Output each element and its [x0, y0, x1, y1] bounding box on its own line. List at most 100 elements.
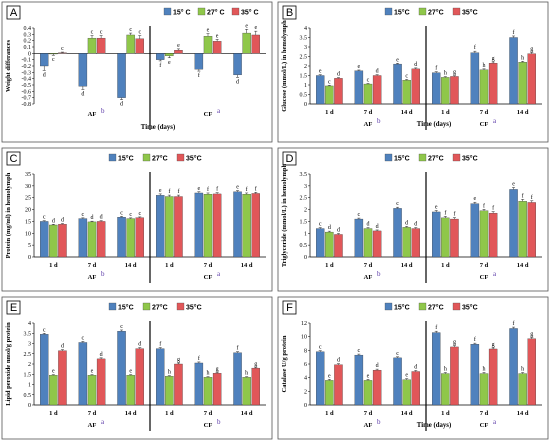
- category-label: 1 d: [441, 262, 450, 269]
- significance-label: d: [61, 344, 64, 350]
- significance-label: f: [492, 205, 494, 212]
- y-tick-label: 0.2: [24, 39, 32, 45]
- bar-0-0: [316, 228, 325, 258]
- significance-label: g: [254, 361, 257, 367]
- category-label: 1 d: [165, 262, 174, 269]
- bar-2-1: [372, 230, 382, 258]
- legend-swatch: [176, 153, 185, 162]
- category-label: 14 d: [125, 410, 137, 417]
- y-tick-label: 0.5: [24, 393, 32, 399]
- y-tick-label: 1.5: [300, 74, 308, 80]
- group-letter: a: [101, 418, 105, 426]
- y-tick-label: 30: [25, 184, 31, 190]
- bar-2-1: [96, 37, 106, 54]
- legend-label: 27°C: [428, 304, 444, 312]
- legend-label: 27°C: [152, 155, 168, 163]
- y-tick-label: 4: [304, 376, 307, 382]
- panel-letter-box: [6, 5, 21, 20]
- bar-2-5: [251, 193, 260, 258]
- bar-2-3: [450, 346, 459, 406]
- significance-label: h: [444, 71, 447, 77]
- group-letter: a: [217, 270, 221, 278]
- group-label: CF: [480, 422, 489, 429]
- category-label: 7 d: [204, 262, 213, 269]
- legend-swatch: [163, 7, 172, 16]
- significance-label: d: [367, 222, 370, 228]
- bar-1-4: [479, 210, 489, 258]
- bar-2-4: [488, 63, 498, 105]
- significance-label: h: [483, 367, 486, 373]
- panel-letter-box: [6, 151, 21, 166]
- group-label: CF: [204, 422, 213, 429]
- bar-2-2: [411, 68, 420, 105]
- significance-label: f: [483, 202, 485, 209]
- legend-label: 27°C: [428, 155, 444, 163]
- significance-label: e: [367, 373, 370, 379]
- bar-0-3: [156, 195, 165, 258]
- bar-1-4: [203, 377, 213, 406]
- group-letter: a: [493, 117, 497, 125]
- category-label: 1 d: [325, 109, 334, 116]
- significance-label: f: [237, 345, 239, 352]
- bar-0-5: [509, 328, 518, 406]
- bar-0-4: [470, 344, 480, 406]
- category-label: 7 d: [88, 262, 97, 269]
- significance-label: e: [405, 373, 408, 379]
- significance-label: e: [52, 369, 55, 375]
- significance-label: f: [474, 336, 476, 343]
- significance-label: e: [328, 373, 331, 379]
- significance-label: g: [453, 340, 456, 346]
- group-label: CF: [480, 274, 489, 281]
- significance-label: c: [61, 46, 64, 52]
- bar-1-5: [242, 377, 251, 406]
- significance-label: d: [414, 62, 417, 68]
- panel-letter-box: [6, 300, 21, 315]
- y-tick-label: -0.8: [22, 102, 32, 108]
- legend-label: 35°C: [186, 155, 202, 163]
- legend-swatch: [384, 153, 393, 162]
- bar-0-5: [233, 53, 242, 76]
- bar-2-5: [527, 202, 536, 258]
- bar-0-5: [509, 37, 518, 105]
- x-axis-label: Time (days): [141, 124, 175, 131]
- significance-label: e: [236, 185, 239, 191]
- panel-c: C 15°C 27°C 35°C 0 5 10 15 20 25 30 35 Protein (mg/m…: [1, 147, 273, 292]
- y-axis-label: Lipid peroxide nmol/g protein: [5, 322, 12, 406]
- bar-2-3: [174, 363, 183, 406]
- group-letter: b: [377, 418, 381, 426]
- significance-label: f: [177, 188, 179, 195]
- bar-1-1: [363, 228, 373, 258]
- bar-2-0: [58, 350, 67, 406]
- significance-label: g: [492, 342, 495, 348]
- legend-swatch: [452, 302, 461, 311]
- legend-label: 15°C: [394, 155, 410, 163]
- y-tick-label: -0.6: [22, 89, 32, 95]
- bar-0-3: [156, 348, 165, 406]
- legend-label: 15°C: [118, 155, 134, 163]
- significance-label: h: [168, 370, 171, 376]
- significance-label: h: [207, 371, 210, 377]
- category-label: 1 d: [49, 410, 58, 417]
- group-label: AF: [88, 111, 97, 118]
- category-label: 14 d: [241, 410, 253, 417]
- y-tick-label: 0.5: [300, 93, 308, 99]
- bar-1-0: [325, 231, 334, 258]
- significance-label: d: [414, 222, 417, 228]
- significance-label: c: [43, 215, 46, 221]
- group-letter: a: [217, 107, 221, 115]
- group-label: AF: [364, 274, 373, 281]
- significance-label: d: [337, 72, 340, 78]
- panel-b: B 15°C 27°C 35°C 0 0.5 1 1.5 2 2.5 3 3.5 4 Glucose (m…: [277, 1, 549, 143]
- category-label: 1 d: [441, 109, 450, 116]
- group-label: CF: [480, 121, 489, 128]
- group-label: AF: [88, 422, 97, 429]
- significance-label: d: [100, 352, 103, 358]
- category-label: 1 d: [165, 410, 174, 417]
- bar-2-4: [488, 212, 498, 258]
- legend-swatch: [384, 302, 393, 311]
- y-tick-label: -0.5: [22, 83, 32, 89]
- y-tick-label: 3.5: [300, 36, 308, 42]
- bar-1-3: [165, 196, 174, 258]
- bar-1-4: [479, 69, 489, 105]
- bar-2-0: [58, 52, 67, 54]
